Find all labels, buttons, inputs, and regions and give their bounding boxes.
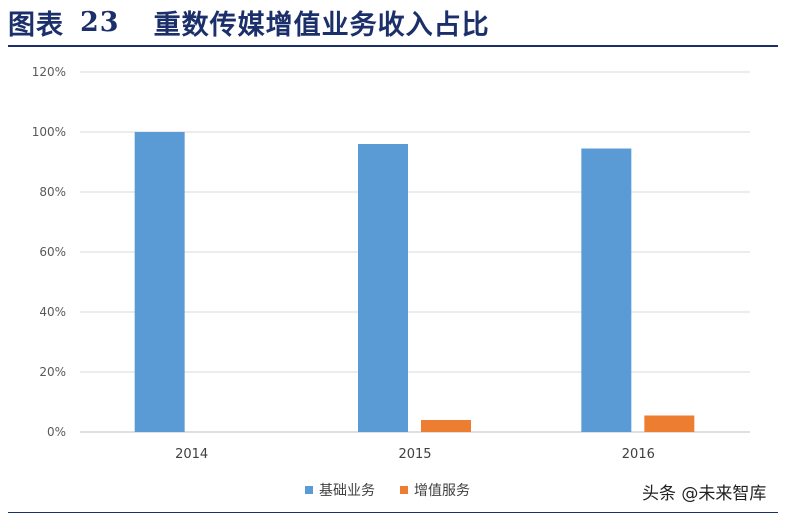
bar xyxy=(134,132,185,432)
watermark: 头条 @未来智库 xyxy=(642,484,767,504)
x-tick-label: 2014 xyxy=(175,447,208,462)
bar xyxy=(358,144,408,432)
y-tick-label: 100% xyxy=(32,125,66,139)
bottom-rule xyxy=(8,512,778,513)
figure-label: 图表 xyxy=(8,9,64,41)
bar xyxy=(421,420,471,432)
title-rule xyxy=(8,45,778,47)
legend-label: 基础业务 xyxy=(319,482,375,499)
bar xyxy=(581,148,632,432)
figure-title: 图表 23 重数传媒增值业务收入占比 xyxy=(8,0,490,44)
legend-label: 增值服务 xyxy=(414,483,470,499)
x-tick-label: 2016 xyxy=(622,447,655,462)
y-tick-label: 40% xyxy=(39,305,66,319)
y-tick-label: 0% xyxy=(47,425,66,439)
figure-number: 23 xyxy=(80,6,120,38)
x-tick-label: 2015 xyxy=(398,447,431,462)
y-tick-label: 120% xyxy=(32,65,66,79)
bar xyxy=(644,415,695,432)
legend-swatch xyxy=(305,486,313,494)
legend-swatch xyxy=(400,486,408,494)
y-tick-label: 60% xyxy=(39,245,66,259)
y-tick-label: 80% xyxy=(39,185,66,199)
chart-title: 重数传媒增值业务收入占比 xyxy=(153,9,490,41)
y-tick-label: 20% xyxy=(39,365,66,379)
